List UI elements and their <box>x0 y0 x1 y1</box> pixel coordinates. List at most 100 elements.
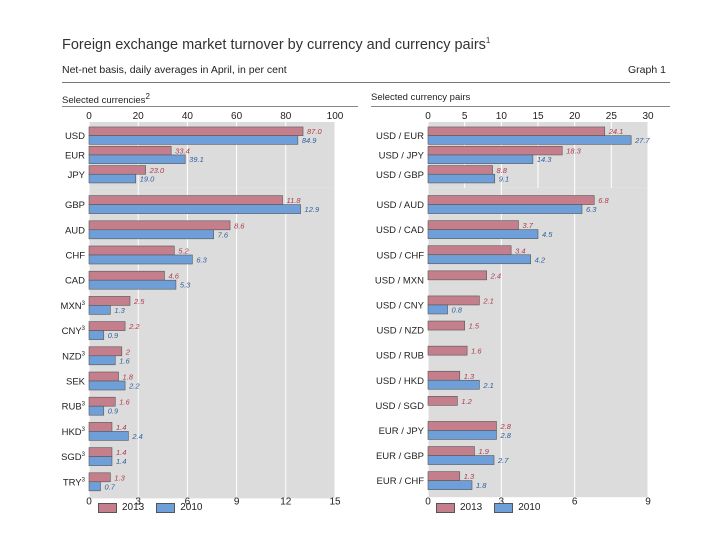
left-bottom-bar-2013-cny <box>88 321 126 331</box>
left-bottom-data-label-2010-chf: 6.3 <box>196 256 207 265</box>
left-top-data-label-2010-jpy: 19.0 <box>140 174 155 183</box>
right-bottom-data-label-2013-eur-jpy: 2.8 <box>499 422 511 431</box>
right-bottom-bar-2013-usd-sgd <box>427 396 458 406</box>
right-bottom-bar-2010-eur-jpy <box>427 430 497 440</box>
left-bottom-bar-2013-sek <box>88 371 119 382</box>
left-top-data-label-2010-usd: 84.9 <box>302 136 317 145</box>
left-bottom-category-label-try: TRY3 <box>63 477 86 488</box>
right-bottom-data-label-2010-eur-jpy: 2.8 <box>499 431 511 440</box>
legend-left: 2013 2010 <box>98 502 215 513</box>
left-bottom-data-label-2010-mxn: 1.3 <box>114 306 125 315</box>
right-bottom-bar-2010-eur-chf <box>427 480 473 490</box>
left-bottom-plot-area <box>89 188 335 499</box>
right-bottom-bar-2010-usd-chf <box>427 254 531 265</box>
left-bottom-bar-2013-mxn <box>88 296 131 306</box>
chart-subtitle: Net-net basis, daily averages in April, … <box>62 64 287 76</box>
right-top-tick-label: 10 <box>496 111 508 122</box>
left-bottom-tick-label: 9 <box>234 496 240 507</box>
left-bottom-bar-2013-chf <box>88 245 175 256</box>
right-bottom-bar-2013-usd-aud <box>427 195 595 205</box>
left-bottom-bar-2010-sek <box>88 380 126 391</box>
left-top-bar-2010-jpy <box>88 173 137 184</box>
right-top-data-label-2010-usd-jpy: 14.3 <box>537 155 552 164</box>
right-bottom-plot-area <box>428 188 648 498</box>
legend-item-2013: 2013 <box>98 502 144 513</box>
right-bottom-bar-2013-usd-cny <box>427 295 480 306</box>
left-bottom-data-label-2010-cny: 0.9 <box>108 331 119 340</box>
left-top-tick-label: 20 <box>133 111 145 122</box>
left-bottom-category-label-sgd: SGD3 <box>61 452 86 463</box>
right-bottom-category-label-usd-rub: USD / RUB <box>376 351 424 362</box>
left-bottom-data-label-2010-rub: 0.9 <box>108 407 119 416</box>
right-bottom-category-label-eur-chf: EUR / CHF <box>377 476 425 487</box>
left-bottom-bar-2013-aud <box>88 220 231 231</box>
left-bottom-data-label-2013-nzd: 2 <box>125 347 131 356</box>
left-bottom-bar-2013-try <box>88 472 111 483</box>
left-bottom-category-label-chf: CHF <box>65 251 85 262</box>
left-bottom-bar-2010-aud <box>88 229 214 240</box>
left-bottom-data-label-2013-gbp: 11.8 <box>287 196 302 205</box>
right-bottom-bar-2013-usd-cad <box>427 220 519 230</box>
legend-item-2013: 2013 <box>436 502 482 513</box>
legend-swatch-2013 <box>98 502 117 513</box>
right-bottom-category-label-usd-cad: USD / CAD <box>376 225 424 236</box>
left-top-bar-2010-eur <box>88 154 186 164</box>
left-bottom-data-label-2010-nzd: 1.6 <box>119 356 130 365</box>
right-bottom-data-label-2013-usd-cad: 3.7 <box>522 221 533 230</box>
left-bottom-tick-label: 3 <box>135 496 141 507</box>
right-bottom-category-label-usd-sgd: USD / SGD <box>375 401 424 412</box>
right-top-bar-2013-usd-eur <box>427 126 606 136</box>
right-bottom-bar-2010-usd-cny <box>427 304 448 315</box>
right-top-bar-2010-usd-jpy <box>427 154 534 164</box>
right-bottom-data-label-2013-eur-gbp: 1.9 <box>478 447 489 456</box>
right-bottom-data-label-2010-usd-hkd: 2.1 <box>482 381 493 390</box>
legend-right: 2013 2010 <box>436 502 553 513</box>
left-bottom-bar-2013-gbp <box>88 195 283 205</box>
left-top-category-label-jpy: JPY <box>68 170 86 181</box>
right-bottom-category-label-usd-aud: USD / AUD <box>376 200 424 211</box>
left-bottom-bar-2010-cad <box>88 279 177 290</box>
left-bottom-category-label-mxn: MXN3 <box>61 301 86 312</box>
right-bottom-bar-2013-eur-gbp <box>427 446 475 456</box>
right-bottom-data-label-2013-usd-mxn: 2.4 <box>490 271 501 280</box>
right-bottom-tick-label: 6 <box>572 496 578 507</box>
right-top-bar-2010-usd-gbp <box>427 173 496 184</box>
right-bottom-data-label-2013-usd-sgd: 1.2 <box>461 397 472 406</box>
right-bottom-bar-2010-eur-gbp <box>427 455 495 465</box>
left-bottom-tick-label: 0 <box>86 496 92 507</box>
left-bottom-category-label-sek: SEK <box>66 377 86 388</box>
right-bottom-data-label-2010-usd-chf: 4.2 <box>535 255 546 264</box>
left-top-bar-2010-usd <box>88 135 299 145</box>
left-bottom-bar-2010-chf <box>88 254 193 265</box>
left-bottom-data-label-2010-sgd: 1.4 <box>116 457 126 466</box>
left-bottom-tick-label: 15 <box>329 496 341 507</box>
left-bottom-data-label-2010-cad: 5.3 <box>180 281 191 290</box>
left-bottom-category-label-cny: CNY3 <box>62 326 86 337</box>
left-bottom-bar-2010-nzd <box>88 355 116 366</box>
legend-swatch-2013 <box>436 502 455 513</box>
left-bottom-bar-2010-try <box>88 481 101 492</box>
right-top-category-label-usd-gbp: USD / GBP <box>376 170 424 181</box>
right-top-data-label-2013-usd-eur: 24.1 <box>608 127 624 136</box>
right-top-tick-label: 5 <box>462 111 468 122</box>
right-top-data-label-2013-usd-jpy: 18.3 <box>566 146 581 155</box>
right-bottom-data-label-2010-eur-gbp: 2.7 <box>497 456 509 465</box>
legend-swatch-2010 <box>156 502 176 513</box>
left-bottom-category-label-nzd: NZD3 <box>62 351 86 362</box>
left-bottom-bar-2010-sgd <box>88 456 113 466</box>
left-panel-rule <box>62 106 358 107</box>
right-bottom-category-label-usd-hkd: USD / HKD <box>376 376 424 387</box>
right-bottom-category-label-eur-gbp: EUR / GBP <box>376 451 424 462</box>
left-bottom-bar-2013-hkd <box>88 422 113 432</box>
left-top-data-label-2010-eur: 39.1 <box>189 155 204 164</box>
right-bottom-category-label-usd-chf: USD / CHF <box>377 250 425 261</box>
left-top-tick-label: 100 <box>327 111 344 122</box>
left-bottom-data-label-2013-sek: 1.8 <box>123 373 134 382</box>
left-top-category-label-eur: EUR <box>65 150 85 161</box>
right-bottom-data-label-2010-eur-chf: 1.8 <box>476 481 487 490</box>
right-top-bar-2013-usd-jpy <box>427 145 563 156</box>
left-bottom-bar-2013-nzd <box>88 346 123 357</box>
left-bottom-bar-2010-rub <box>88 405 105 416</box>
right-bottom-data-label-2013-usd-chf: 3.4 <box>515 246 525 255</box>
